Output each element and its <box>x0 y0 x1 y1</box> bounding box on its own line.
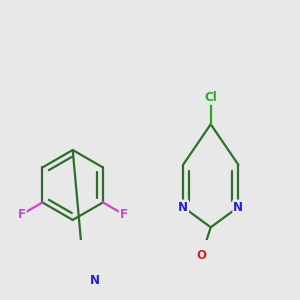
Text: F: F <box>120 208 128 221</box>
Text: F: F <box>18 208 26 221</box>
Text: Cl: Cl <box>204 91 217 104</box>
Text: N: N <box>178 200 188 214</box>
Text: O: O <box>196 249 206 262</box>
Text: N: N <box>90 274 100 287</box>
Text: N: N <box>233 200 243 214</box>
